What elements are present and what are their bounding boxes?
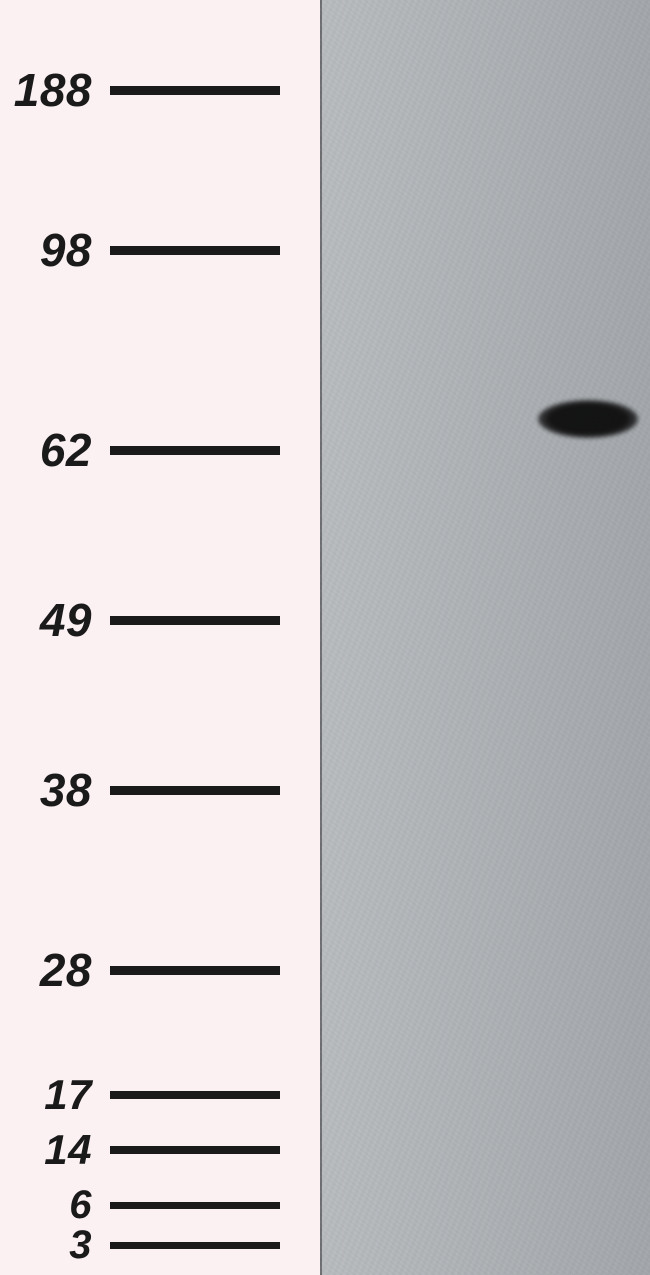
mw-marker-tick — [110, 966, 280, 975]
mw-marker-tick — [110, 446, 280, 455]
mw-marker-98: 98 — [0, 227, 280, 273]
molecular-weight-ladder-panel: 188 98 62 49 38 28 17 14 63 — [0, 0, 320, 1275]
mw-marker-label: 49 — [0, 593, 110, 647]
mw-marker-label: 14 — [0, 1126, 110, 1174]
membrane-texture — [320, 0, 650, 1275]
mw-marker-tick — [110, 1091, 280, 1099]
mw-marker-tick — [110, 786, 280, 795]
mw-marker-label: 6 — [0, 1183, 110, 1228]
mw-marker-3: 3 — [0, 1225, 280, 1265]
mw-marker-label: 62 — [0, 423, 110, 477]
mw-marker-label: 17 — [0, 1071, 110, 1119]
mw-marker-label: 38 — [0, 763, 110, 817]
mw-marker-label: 28 — [0, 943, 110, 997]
mw-marker-label: 188 — [0, 63, 110, 117]
mw-marker-tick — [110, 86, 280, 95]
mw-marker-label: 98 — [0, 223, 110, 277]
mw-marker-49: 49 — [0, 597, 280, 643]
mw-marker-label: 3 — [0, 1223, 110, 1268]
mw-marker-188: 188 — [0, 67, 280, 113]
mw-marker-38: 38 — [0, 767, 280, 813]
mw-marker-6: 6 — [0, 1185, 280, 1225]
western-blot-figure: 188 98 62 49 38 28 17 14 63 — [0, 0, 650, 1275]
mw-marker-tick — [110, 616, 280, 625]
mw-marker-62: 62 — [0, 427, 280, 473]
mw-marker-14: 14 — [0, 1129, 280, 1171]
mw-marker-tick — [110, 1242, 280, 1249]
mw-marker-tick — [110, 1146, 280, 1154]
mw-marker-28: 28 — [0, 947, 280, 993]
mw-marker-17: 17 — [0, 1074, 280, 1116]
mw-marker-tick — [110, 1202, 280, 1209]
protein-band-1 — [538, 400, 638, 438]
mw-marker-tick — [110, 246, 280, 255]
blot-membrane-panel — [320, 0, 650, 1275]
